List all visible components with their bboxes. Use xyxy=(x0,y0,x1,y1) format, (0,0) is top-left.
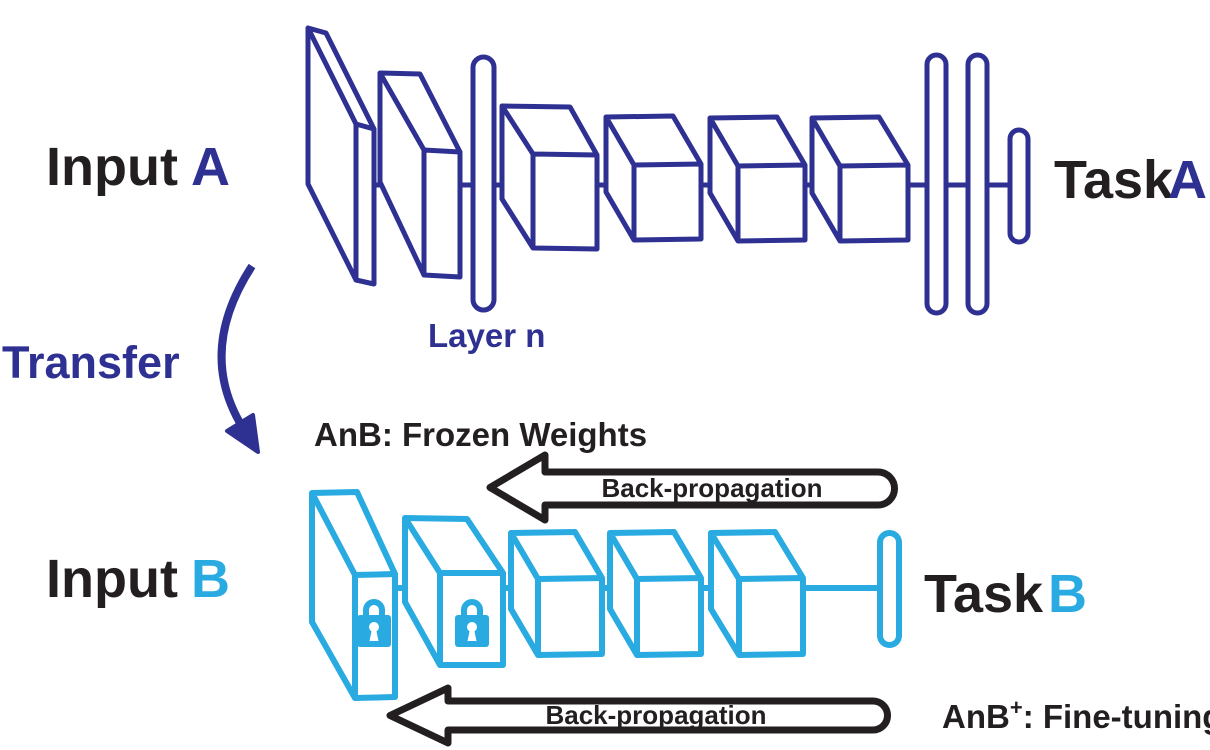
backprop-bottom-label: Back-propagation xyxy=(545,700,766,730)
backprop-arrow-bottom: Back-propagation xyxy=(386,684,891,747)
source-layer-cube-3 xyxy=(707,114,808,244)
target-frozen-plate xyxy=(309,489,398,701)
finetune-label: AnB+: Fine-tuning xyxy=(942,695,1210,735)
backprop-arrow-top: Back-propagation xyxy=(486,451,898,524)
backprop-arrow-bottom-shape xyxy=(386,684,891,747)
input-b-letter: B xyxy=(191,549,230,609)
source-layer-cube-2 xyxy=(603,113,704,243)
task-b-label: Task xyxy=(924,564,1044,624)
transfer-arrow xyxy=(217,263,260,454)
finetune-suffix: : Fine-tuning xyxy=(1023,698,1210,735)
backprop-arrow-top-shape xyxy=(486,451,898,524)
target-layer-cube-2 xyxy=(607,529,704,658)
finetune-prefix: AnB xyxy=(942,698,1010,735)
source-layer-capsule xyxy=(470,54,497,313)
input-a-letter: A xyxy=(191,137,230,197)
source-layer-cube-1 xyxy=(499,103,600,252)
task-a-letter: A xyxy=(1168,150,1207,210)
layer-n-annotation: Layer n xyxy=(428,317,545,354)
source-layer-cube-4 xyxy=(809,114,911,244)
finetune-superscript: + xyxy=(1010,695,1023,720)
source-fc-capsule-2 xyxy=(965,52,990,316)
transfer-label: Transfer xyxy=(2,337,180,388)
target-output-capsule xyxy=(877,530,902,648)
target-layer-cube-1 xyxy=(508,529,605,658)
frozen-weights-label: AnB: Frozen Weights xyxy=(314,416,647,453)
transfer-arrowhead-icon xyxy=(225,413,260,454)
backprop-top-label: Back-propagation xyxy=(601,473,822,503)
input-b-label: Input xyxy=(46,549,178,609)
source-layer-plate xyxy=(305,25,377,287)
target-network xyxy=(309,489,902,701)
lock-icon xyxy=(357,599,391,647)
task-a-label: Task xyxy=(1054,150,1174,210)
task-b-letter: B xyxy=(1048,564,1087,624)
source-fc-capsule-1 xyxy=(924,52,949,316)
source-layer-slab xyxy=(377,70,463,280)
transfer-arc xyxy=(217,263,256,431)
source-output-capsule xyxy=(1007,127,1031,245)
target-layer-cube-3 xyxy=(708,529,806,658)
lock-icon xyxy=(455,599,489,647)
source-network xyxy=(305,25,1031,316)
input-a-label: Input xyxy=(46,137,178,197)
